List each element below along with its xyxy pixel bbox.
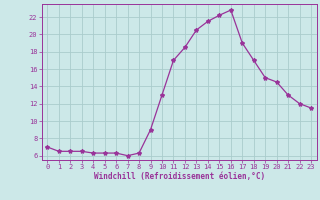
- X-axis label: Windchill (Refroidissement éolien,°C): Windchill (Refroidissement éolien,°C): [94, 172, 265, 181]
